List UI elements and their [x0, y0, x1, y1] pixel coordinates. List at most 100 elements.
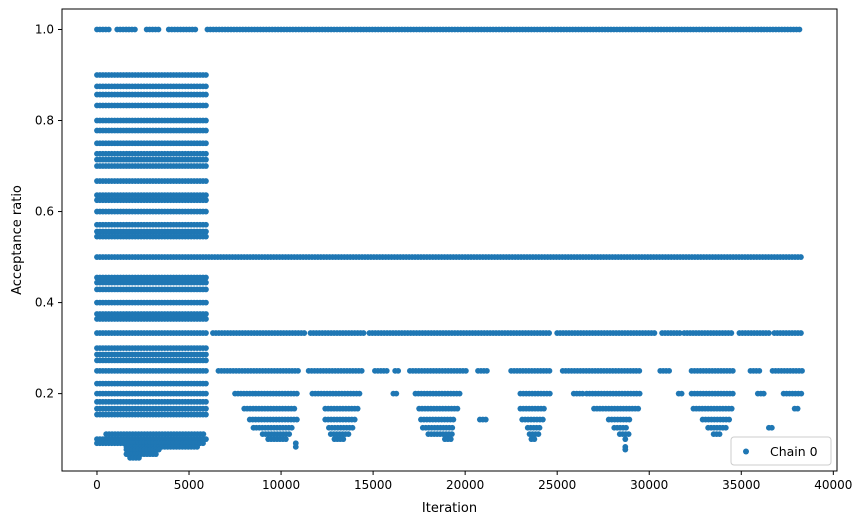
- data-point: [358, 367, 365, 374]
- data-point: [203, 117, 209, 124]
- y-tick-label: 0.2: [35, 387, 54, 401]
- data-point: [203, 299, 209, 306]
- data-point: [535, 431, 542, 438]
- data-point: [729, 367, 736, 374]
- x-tick-label: 25000: [538, 478, 576, 492]
- data-point: [622, 436, 629, 443]
- legend-label: Chain 0: [770, 444, 818, 459]
- x-tick-label: 20000: [446, 478, 484, 492]
- data-point: [200, 440, 206, 447]
- data-point: [203, 233, 209, 240]
- data-point: [295, 367, 301, 374]
- x-axis: 0 5000 10000 15000 20000 25000 30000 35000 40000: [93, 471, 852, 492]
- data-point: [291, 405, 298, 412]
- data-point: [728, 330, 735, 336]
- data-point: [760, 390, 767, 397]
- data-point: [203, 357, 209, 364]
- data-point: [623, 424, 629, 431]
- data-point: [203, 398, 209, 405]
- data-point: [200, 431, 207, 438]
- data-point: [203, 192, 209, 199]
- scatter-points: [94, 26, 805, 461]
- data-point: [203, 351, 209, 358]
- data-point: [454, 405, 461, 412]
- data-point: [203, 316, 209, 322]
- data-point: [203, 83, 209, 90]
- data-point: [722, 424, 729, 431]
- data-point: [351, 416, 358, 423]
- data-point: [203, 127, 209, 134]
- data-point: [636, 390, 643, 397]
- y-tick-label: 0.4: [35, 296, 54, 310]
- data-point: [155, 26, 162, 33]
- x-tick-label: 40000: [814, 478, 852, 492]
- data-point: [635, 405, 642, 412]
- legend-box: [730, 436, 832, 466]
- data-point: [636, 367, 643, 374]
- data-point: [203, 91, 209, 98]
- data-point: [622, 446, 629, 453]
- x-tick-label: 0: [93, 478, 101, 492]
- data-point: [729, 390, 736, 397]
- data-point: [192, 26, 199, 33]
- data-point: [539, 416, 546, 423]
- data-point: [450, 416, 457, 423]
- data-point: [393, 390, 400, 397]
- x-tick-label: 5000: [174, 478, 205, 492]
- data-point: [546, 367, 553, 374]
- data-point: [203, 163, 209, 169]
- data-point: [203, 140, 209, 147]
- data-point: [796, 26, 803, 33]
- data-point: [768, 424, 775, 431]
- y-tick-label: 1.0: [35, 22, 54, 36]
- data-point: [794, 405, 801, 412]
- y-axis: 0.2 0.4 0.6 0.8 1.0: [35, 22, 62, 401]
- data-point: [726, 416, 733, 423]
- data-point: [203, 390, 209, 397]
- data-point: [203, 436, 209, 443]
- data-point: [152, 451, 159, 458]
- data-point: [203, 221, 209, 228]
- y-tick-label: 0.6: [35, 205, 54, 219]
- data-point: [301, 330, 308, 336]
- data-point: [132, 26, 138, 33]
- data-point: [349, 424, 356, 431]
- data-point: [579, 390, 586, 397]
- y-axis-label: Acceptance ratio: [10, 185, 25, 295]
- data-point: [203, 274, 209, 281]
- data-point: [203, 156, 209, 163]
- data-point: [482, 416, 489, 423]
- data-point: [288, 424, 295, 431]
- data-point: [531, 436, 538, 443]
- data-point: [203, 208, 209, 215]
- data-point: [340, 436, 347, 443]
- data-point: [203, 72, 209, 78]
- data-point: [203, 380, 209, 387]
- data-point: [203, 228, 209, 235]
- data-point: [105, 26, 112, 33]
- data-point: [203, 311, 209, 317]
- data-point: [765, 330, 772, 336]
- plot-frame: [61, 8, 838, 472]
- data-point: [716, 431, 723, 438]
- data-point: [203, 178, 209, 184]
- data-point: [449, 424, 456, 431]
- data-point: [383, 367, 390, 374]
- data-point: [798, 330, 804, 336]
- data-point: [282, 436, 289, 443]
- data-point: [203, 330, 209, 336]
- data-point: [626, 416, 633, 423]
- data-point: [203, 405, 209, 412]
- data-point: [203, 345, 209, 351]
- data-point: [798, 390, 805, 397]
- data-point: [678, 390, 685, 397]
- data-point: [483, 367, 490, 374]
- data-point: [286, 431, 293, 438]
- data-point: [203, 279, 209, 286]
- data-point: [462, 367, 469, 374]
- x-tick-label: 15000: [354, 478, 392, 492]
- data-point: [625, 431, 632, 438]
- legend-marker: [743, 448, 749, 455]
- data-point: [360, 330, 367, 336]
